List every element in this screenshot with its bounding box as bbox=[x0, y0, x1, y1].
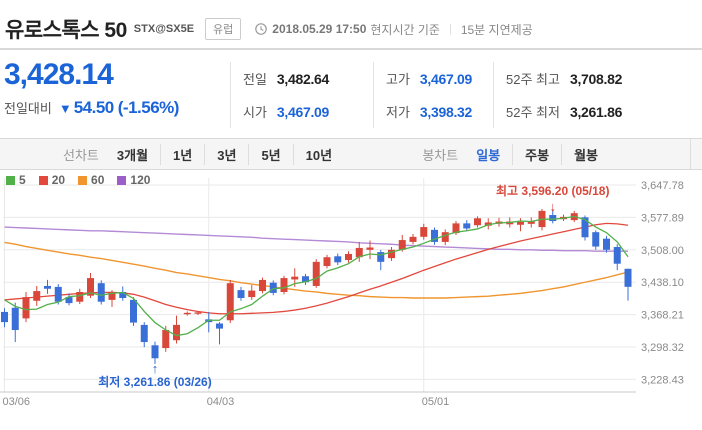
svg-text:↓: ↓ bbox=[550, 199, 557, 214]
prev-close-label: 전일 bbox=[243, 72, 267, 87]
quote-datetime: 2018.05.29 17:50 bbox=[272, 22, 367, 36]
header-separator: | bbox=[448, 23, 452, 35]
legend-ma20: 20 bbox=[38, 173, 65, 187]
region-badge: 유럽 bbox=[205, 18, 242, 40]
tab-monthly-candle[interactable]: 월봉 bbox=[561, 143, 610, 165]
svg-text:↑: ↑ bbox=[152, 361, 159, 376]
open-value: 3,467.09 bbox=[276, 103, 330, 120]
tab-3month[interactable]: 3개월 bbox=[116, 147, 149, 163]
ma-legend: 5 20 60 120 bbox=[6, 173, 163, 187]
titlebar: 유로스톡스 50 STX@SX5E 유럽 2018.05.29 17:50 현지… bbox=[0, 0, 702, 50]
ma20-swatch-icon bbox=[38, 175, 48, 185]
y-axis-labels: 3,647.78 3,577.89 3,508.00 3,438.10 3,368.21… bbox=[641, 180, 684, 386]
clock-icon bbox=[254, 22, 268, 36]
open-label: 시가 bbox=[243, 105, 267, 120]
ma120-line bbox=[4, 226, 628, 252]
legend-ma60: 60 bbox=[78, 173, 104, 187]
svg-text:최저 3,261.86 (03/26): 최저 3,261.86 (03/26) bbox=[98, 374, 211, 389]
day-low-value: 3,398.32 bbox=[419, 103, 473, 120]
day-high-value: 3,467.09 bbox=[419, 70, 473, 87]
legend-ma5: 5 bbox=[6, 173, 26, 187]
price-chart-canvas: 3,647.78 3,577.89 3,508.00 3,438.10 3,368.21… bbox=[0, 178, 684, 408]
week52-low-cell: 52주 최저 3,261.86 bbox=[493, 95, 693, 128]
svg-text:3,298.32: 3,298.32 bbox=[641, 342, 684, 354]
day-low-cell: 저가 3,398.32 bbox=[373, 95, 493, 128]
quote-info-section: 3,428.14 전일대비 ▼ 54.50 (-1.56%) 전일 3,482.… bbox=[0, 50, 702, 138]
candlestick-chart-area: 5 20 60 120 3,647.78 3,577.89 3,508.00 3,43… bbox=[0, 170, 702, 430]
tab-5year[interactable]: 5년 bbox=[248, 143, 292, 165]
line-chart-group-label: 선차트 bbox=[63, 147, 99, 163]
candles-layer bbox=[1, 208, 632, 364]
legend-ma120: 120 bbox=[117, 173, 150, 187]
current-quote: 3,428.14 전일대비 ▼ 54.50 (-1.56%) bbox=[4, 58, 179, 118]
open-cell: 시가 3,467.09 bbox=[230, 95, 373, 128]
price-change-row: 전일대비 ▼ 54.50 (-1.56%) bbox=[4, 98, 179, 118]
tab-daily-candle[interactable]: 일봉 bbox=[476, 147, 501, 163]
week52-low-value: 3,261.86 bbox=[569, 103, 623, 120]
svg-text:3,228.43: 3,228.43 bbox=[641, 374, 684, 386]
week52-high-cell: 52주 최고 3,708.82 bbox=[493, 62, 693, 95]
ma5-line bbox=[4, 215, 629, 337]
line-chart-tab-group: 선차트 3개월 1년 3년 5년 10년 bbox=[63, 143, 344, 165]
change-percent: (-1.56%) bbox=[117, 98, 180, 117]
ma20-line bbox=[4, 222, 629, 315]
chart-toolbar: 선차트 3개월 1년 3년 5년 10년 봉차트 일봉 주봉 월봉 bbox=[0, 138, 702, 170]
svg-text:03/06: 03/06 bbox=[3, 396, 31, 408]
ticker-code: STX@SX5E bbox=[133, 23, 195, 35]
current-price: 3,428.14 bbox=[4, 58, 114, 91]
ma5-swatch-icon bbox=[6, 175, 15, 185]
prev-close-value: 3,482.64 bbox=[276, 70, 330, 87]
candle-chart-tab-group: 봉차트 일봉 주봉 월봉 bbox=[422, 143, 610, 165]
week52-high-value: 3,708.82 bbox=[569, 70, 623, 87]
low-annotation: 최저 3,261.86 (03/26)↑ bbox=[98, 361, 211, 389]
svg-text:04/03: 04/03 bbox=[207, 396, 235, 408]
svg-text:최고 3,596.20 (05/18): 최고 3,596.20 (05/18) bbox=[496, 183, 609, 198]
ma60-line bbox=[4, 241, 629, 299]
change-label: 전일대비 bbox=[4, 101, 52, 116]
toolbar-right-divider bbox=[690, 139, 691, 169]
summary-row: 시가 3,467.09 저가 3,398.32 52주 최저 3,261.86 bbox=[230, 95, 693, 128]
tab-1year[interactable]: 1년 bbox=[160, 143, 204, 165]
high-annotation: 최고 3,596.20 (05/18)↓ bbox=[496, 183, 609, 214]
svg-text:3,577.89: 3,577.89 bbox=[641, 212, 684, 224]
prev-close-cell: 전일 3,482.64 bbox=[230, 62, 373, 95]
svg-text:3,368.21: 3,368.21 bbox=[641, 310, 684, 322]
day-high-cell: 고가 3,467.09 bbox=[373, 62, 493, 95]
ohlc-summary-table: 전일 3,482.64 고가 3,467.09 52주 최고 3,708.82 … bbox=[230, 62, 693, 128]
summary-row: 전일 3,482.64 고가 3,467.09 52주 최고 3,708.82 bbox=[230, 62, 693, 95]
delay-notice: 15분 지연제공 bbox=[460, 22, 533, 37]
tab-weekly-candle[interactable]: 주봉 bbox=[512, 143, 561, 165]
svg-text:3,647.78: 3,647.78 bbox=[641, 180, 684, 192]
svg-text:05/01: 05/01 bbox=[422, 396, 450, 408]
candle-chart-group-label: 봉차트 bbox=[422, 147, 459, 163]
svg-text:3,508.00: 3,508.00 bbox=[641, 245, 684, 257]
day-high-label: 고가 bbox=[386, 72, 410, 87]
ma60-swatch-icon bbox=[78, 175, 88, 185]
week52-low-label: 52주 최저 bbox=[506, 105, 560, 120]
svg-text:3,438.10: 3,438.10 bbox=[641, 277, 684, 289]
datetime-basis: 현지시간 기준 bbox=[370, 22, 440, 37]
x-axis-labels: 03/06 04/03 05/01 bbox=[3, 396, 450, 408]
tab-10year[interactable]: 10년 bbox=[292, 143, 344, 165]
change-value: 54.50 bbox=[73, 98, 115, 117]
down-arrow-icon: ▼ bbox=[58, 101, 72, 116]
week52-high-label: 52주 최고 bbox=[506, 72, 560, 87]
ma120-swatch-icon bbox=[117, 175, 127, 185]
tab-3year[interactable]: 3년 bbox=[204, 143, 248, 165]
page-title: 유로스톡스 50 bbox=[5, 19, 127, 42]
day-low-label: 저가 bbox=[386, 105, 410, 120]
